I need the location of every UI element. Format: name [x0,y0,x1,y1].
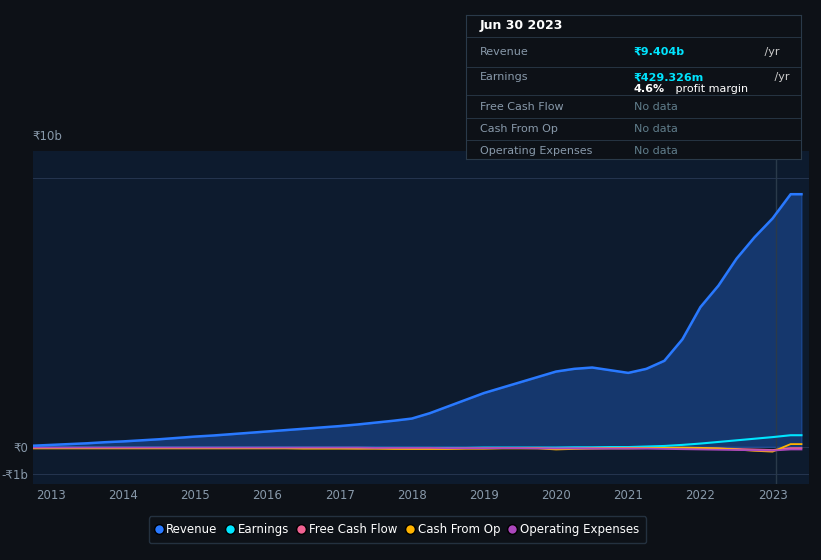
Text: profit margin: profit margin [672,84,749,94]
Text: Revenue: Revenue [479,47,529,57]
Text: /yr: /yr [761,47,780,57]
Text: No data: No data [634,146,677,156]
Text: No data: No data [634,124,677,134]
Text: Earnings: Earnings [479,72,528,82]
Text: Operating Expenses: Operating Expenses [479,146,592,156]
Text: No data: No data [634,102,677,112]
Text: 4.6%: 4.6% [634,84,665,94]
Text: ₹10b: ₹10b [33,130,62,143]
Legend: Revenue, Earnings, Free Cash Flow, Cash From Op, Operating Expenses: Revenue, Earnings, Free Cash Flow, Cash … [149,516,646,543]
Text: Free Cash Flow: Free Cash Flow [479,102,563,112]
Text: ₹429.326m: ₹429.326m [634,72,704,82]
Text: Cash From Op: Cash From Op [479,124,557,134]
Text: Jun 30 2023: Jun 30 2023 [479,19,563,32]
Text: ₹9.404b: ₹9.404b [634,47,685,57]
Text: /yr: /yr [771,72,790,82]
